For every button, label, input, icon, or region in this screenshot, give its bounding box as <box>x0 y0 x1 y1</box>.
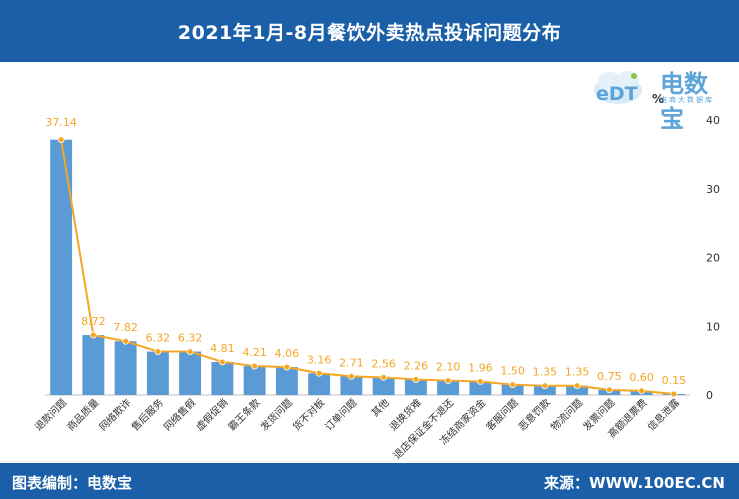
footer-credit: 图表编制：电数宝 <box>12 474 133 492</box>
category-label: 客服问题 <box>483 396 520 433</box>
category-label: 订单问题 <box>322 396 359 433</box>
data-label: 1.35 <box>565 366 590 379</box>
data-label: 4.21 <box>242 346 267 359</box>
data-label: 6.32 <box>146 332 171 345</box>
y-tick-label: 40 <box>706 114 720 127</box>
data-label: 0.75 <box>597 370 622 383</box>
category-label: 恶意罚款 <box>516 396 553 433</box>
chart-title-bar: 2021年1月-8月餐饮外卖热点投诉问题分布 <box>0 0 739 62</box>
data-label: 7.82 <box>113 321 138 334</box>
y-tick-label: 20 <box>706 252 720 265</box>
category-label: 售后服务 <box>129 396 166 433</box>
data-label: 0.60 <box>629 371 654 384</box>
bar <box>243 366 266 395</box>
line-point <box>283 363 291 371</box>
series-line <box>60 139 674 395</box>
line-point <box>380 373 388 381</box>
bar <box>146 351 169 395</box>
bar <box>308 373 331 395</box>
bar <box>82 335 105 395</box>
data-label: 0.15 <box>662 374 687 387</box>
line-point <box>573 382 581 390</box>
line-point <box>509 381 517 389</box>
bar <box>566 385 589 395</box>
category-label: 货不对板 <box>290 396 327 433</box>
bar <box>469 381 492 395</box>
line-point <box>57 136 65 144</box>
bar <box>501 384 524 395</box>
edt-cloud-logo-icon: eDT <box>594 71 642 105</box>
bar <box>404 379 427 395</box>
footer-bar: 图表编制：电数宝 来源：WWW.100EC.CN <box>0 463 739 499</box>
data-label: 1.35 <box>533 366 558 379</box>
data-label: 1.96 <box>468 362 493 375</box>
svg-text:eDT: eDT <box>596 83 638 105</box>
bar <box>437 380 460 395</box>
category-label: 信息泄露 <box>645 396 682 433</box>
data-label: 4.81 <box>210 342 235 355</box>
category-label: 网络欺诈 <box>96 396 133 433</box>
line-point <box>122 337 130 345</box>
line-point <box>251 362 259 370</box>
category-label: 网络售假 <box>161 396 198 433</box>
y-tick-label: 10 <box>706 320 720 333</box>
category-label: 退款问题 <box>32 396 69 433</box>
data-label: 4.06 <box>275 347 300 360</box>
data-label: 8.72 <box>81 315 106 328</box>
bar <box>372 377 395 395</box>
y-tick-label: 30 <box>706 183 720 196</box>
data-label: 2.26 <box>404 359 429 372</box>
chart-title: 2021年1月-8月餐饮外卖热点投诉问题分布 <box>177 21 562 44</box>
data-label: 2.56 <box>371 357 396 370</box>
category-label: 发货问题 <box>258 396 295 433</box>
bar <box>275 367 298 395</box>
line-point <box>605 386 613 394</box>
line-point <box>444 377 452 384</box>
bar <box>179 351 202 395</box>
category-label: 退店保证金不退还 <box>390 396 456 462</box>
line-point <box>186 348 194 355</box>
category-label: 虚假促销 <box>193 396 230 433</box>
line-point <box>541 382 549 390</box>
data-label: 2.10 <box>436 361 461 374</box>
logo-brand-text: 电数宝 <box>660 70 708 133</box>
data-label: 37.14 <box>45 116 77 129</box>
line-point <box>218 358 226 366</box>
data-label: 6.32 <box>178 332 203 345</box>
bar <box>50 139 73 395</box>
data-label: 2.71 <box>339 356 364 369</box>
logo-sub-text: 电商大数据库 <box>660 96 714 104</box>
line-point <box>638 387 646 395</box>
line-point <box>315 369 323 377</box>
line-point <box>412 376 420 383</box>
bar <box>533 385 556 395</box>
category-label: 商品质量 <box>64 396 101 433</box>
line-point <box>347 372 355 380</box>
line-point <box>670 390 678 398</box>
category-label: 霸王条款 <box>225 396 262 433</box>
bar <box>211 361 234 395</box>
footer-source: 来源：WWW.100EC.CN <box>544 474 725 492</box>
category-label: 其他 <box>368 396 391 419</box>
brand-logo: eDT 电数宝 % 电商大数据库 <box>590 64 730 133</box>
y-tick-label: 0 <box>706 389 713 402</box>
category-label: 物流问题 <box>548 396 585 433</box>
bar <box>114 341 137 395</box>
line-point <box>89 331 97 339</box>
line-point <box>154 348 162 355</box>
data-label: 1.50 <box>500 365 525 378</box>
bar <box>340 376 363 395</box>
unit-label: % <box>652 92 665 106</box>
data-label: 3.16 <box>307 353 332 366</box>
line-point <box>476 378 484 385</box>
